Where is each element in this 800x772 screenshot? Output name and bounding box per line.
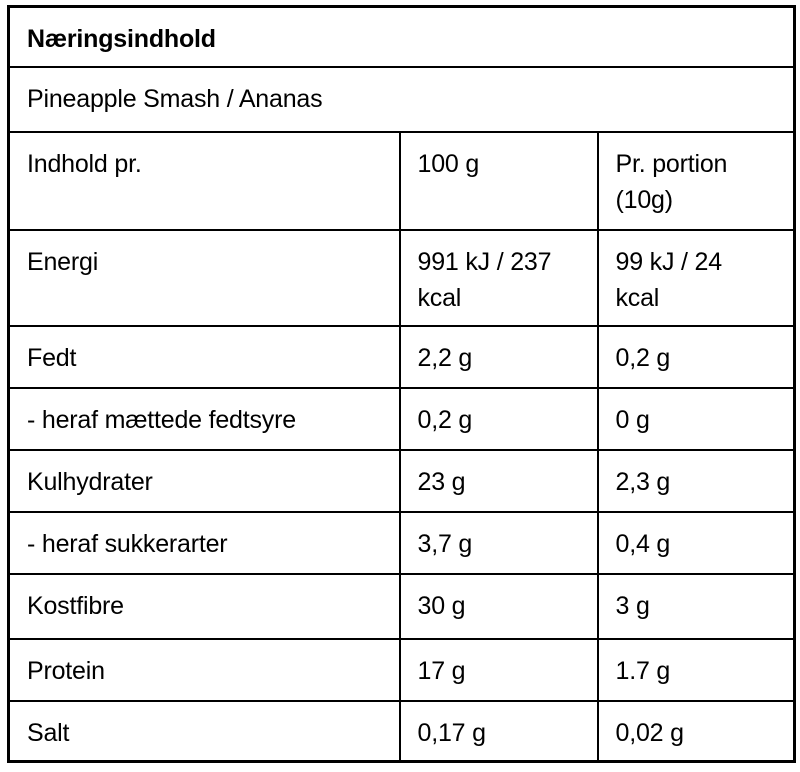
value-per-100g: 23 g xyxy=(398,448,599,513)
col-header-per-portion: Pr. portion (10g) xyxy=(596,130,796,231)
table-row-energi: Energi 991 kJ / 237 kcal 99 kJ / 24 kcal xyxy=(7,228,796,327)
value-per-portion: 0,4 g xyxy=(596,510,796,575)
value-per-portion: 1.7 g xyxy=(596,637,796,702)
table-row-kostfibre: Kostfibre 30 g 3 g xyxy=(7,572,796,640)
row-label: Kostfibre xyxy=(7,572,401,640)
value-per-portion: 99 kJ / 24 kcal xyxy=(596,228,796,327)
row-label: Kulhydrater xyxy=(7,448,401,513)
row-label: Protein xyxy=(7,637,401,702)
row-label: Fedt xyxy=(7,324,401,389)
value-per-100g: 3,7 g xyxy=(398,510,599,575)
value-per-portion: 0 g xyxy=(596,386,796,451)
col-header-label: Indhold pr. xyxy=(7,130,401,231)
value-per-portion: 0,2 g xyxy=(596,324,796,389)
value-per-100g: 991 kJ / 237 kcal xyxy=(398,228,599,327)
title-row: Næringsindhold xyxy=(7,5,796,68)
value-per-portion: 2,3 g xyxy=(596,448,796,513)
value-per-100g: 17 g xyxy=(398,637,599,702)
table-row-kulhydrater: Kulhydrater 23 g 2,3 g xyxy=(7,448,796,513)
value-per-100g: 2,2 g xyxy=(398,324,599,389)
product-row: Pineapple Smash / Ananas xyxy=(7,65,796,133)
column-header-row: Indhold pr. 100 g Pr. portion (10g) xyxy=(7,130,796,231)
row-label: Salt xyxy=(7,699,401,763)
row-label: Energi xyxy=(7,228,401,327)
table-row-fedt: Fedt 2,2 g 0,2 g xyxy=(7,324,796,389)
row-label: - heraf mættede fedtsyre xyxy=(7,386,401,451)
table-title: Næringsindhold xyxy=(7,5,796,68)
table-row-salt: Salt 0,17 g 0,02 g xyxy=(7,699,796,763)
table-row-maettede-fedtsyre: - heraf mættede fedtsyre 0,2 g 0 g xyxy=(7,386,796,451)
value-per-100g: 0,17 g xyxy=(398,699,599,763)
product-name: Pineapple Smash / Ananas xyxy=(7,65,796,133)
row-label: - heraf sukkerarter xyxy=(7,510,401,575)
value-per-100g: 0,2 g xyxy=(398,386,599,451)
table-row-protein: Protein 17 g 1.7 g xyxy=(7,637,796,702)
value-per-portion: 0,02 g xyxy=(596,699,796,763)
value-per-100g: 30 g xyxy=(398,572,599,640)
value-per-portion: 3 g xyxy=(596,572,796,640)
nutrition-table: Næringsindhold Pineapple Smash / Ananas … xyxy=(7,5,796,763)
table-row-sukkerarter: - heraf sukkerarter 3,7 g 0,4 g xyxy=(7,510,796,575)
col-header-per-100g: 100 g xyxy=(398,130,599,231)
